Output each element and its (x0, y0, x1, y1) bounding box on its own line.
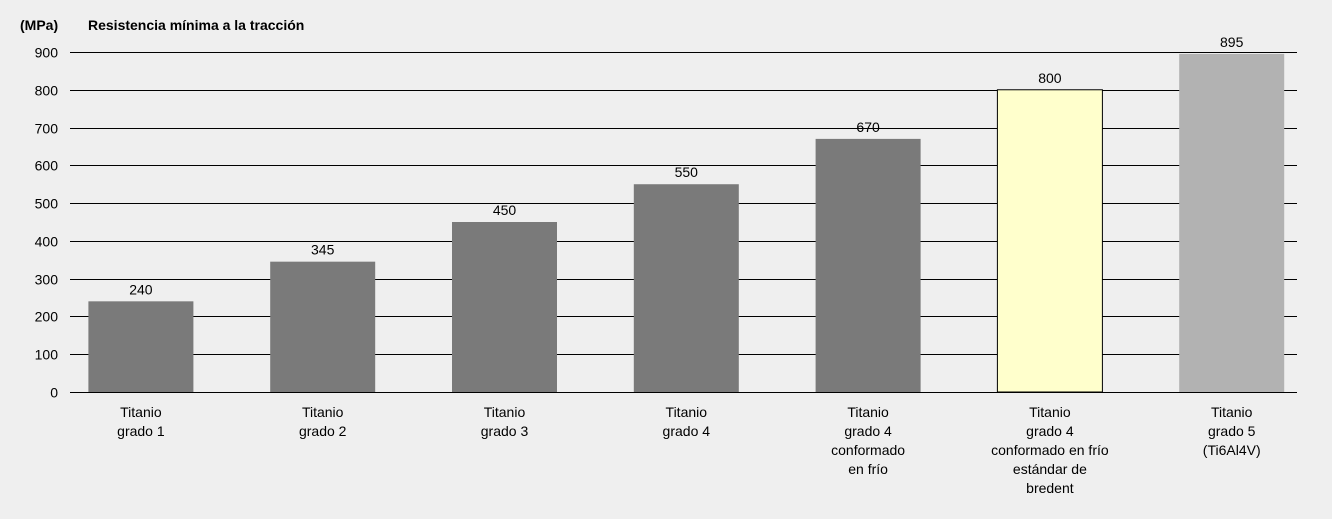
chart-title: Resistencia mínima a la tracción (88, 17, 304, 33)
bar (270, 261, 376, 392)
bar-value-label: 550 (675, 164, 699, 180)
bar-value-label: 450 (493, 202, 517, 218)
bars (88, 53, 1285, 393)
x-axis-categories: Titanio grado 1 Titanio grado 2 Titanio grado… (117, 404, 1260, 496)
y-tick-label: 200 (35, 309, 59, 325)
y-tick-label: 700 (35, 121, 59, 137)
x-category-label: Titanio grado 4 conformado en frío (831, 404, 905, 477)
bar (633, 184, 739, 392)
y-tick-label: 900 (35, 45, 59, 61)
data-labels: 240 345 450 550 670 800 895 (129, 34, 1243, 297)
y-tick-label: 800 (35, 83, 59, 99)
bar (452, 222, 557, 392)
y-axis: 0 100 200 300 400 500 600 700 800 900 (35, 45, 1297, 401)
bar (88, 301, 194, 392)
y-tick-label: 500 (35, 196, 59, 212)
bar (815, 138, 921, 392)
x-category-label: Titanio grado 4 conformado en frío estándar… (991, 404, 1109, 496)
bar (1179, 53, 1285, 393)
y-tick-label: 600 (35, 158, 59, 174)
bar-value-label: 345 (311, 242, 335, 258)
x-category-label: Titanio grado 5 (Ti6Al4V) (1203, 404, 1261, 458)
y-tick-label: 100 (35, 347, 59, 363)
x-category-label: Titanio grado 3 (481, 404, 529, 439)
x-category-label: Titanio grado 1 (117, 404, 165, 439)
y-axis-unit-label: (MPa) (20, 17, 58, 33)
y-tick-label: 400 (35, 234, 59, 250)
bar-value-label: 240 (129, 281, 153, 297)
bar (996, 89, 1103, 393)
bar-value-label: 670 (856, 119, 880, 135)
y-tick-label: 300 (35, 272, 59, 288)
x-category-label: Titanio grado 4 (663, 404, 711, 439)
y-tick-label: 0 (50, 385, 58, 401)
bar-value-label: 895 (1220, 34, 1244, 50)
bar-value-label: 800 (1038, 70, 1062, 86)
x-category-label: Titanio grado 2 (299, 404, 347, 439)
